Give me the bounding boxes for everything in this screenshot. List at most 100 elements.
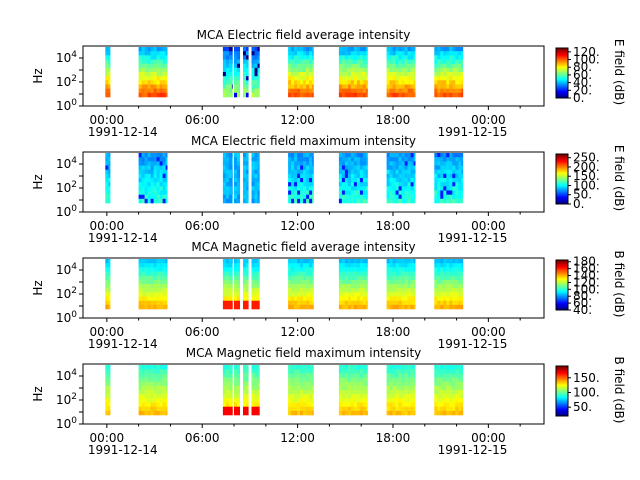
heatmap-cell [222, 259, 227, 264]
heatmap-cell [434, 72, 438, 77]
heatmap-cell [153, 63, 157, 69]
heatmap-cell [446, 186, 450, 191]
heatmap-cell [254, 51, 258, 56]
heatmap-cell [303, 267, 307, 272]
heatmap-cell [165, 296, 168, 301]
heatmap-cell [407, 182, 411, 187]
colorbar-tick-label: 200. [573, 160, 600, 174]
heatmap-cell [254, 394, 258, 399]
heatmap-cell [356, 178, 361, 183]
colorbar-step [556, 298, 568, 301]
heatmap-cell [150, 381, 154, 387]
heatmap-cell [225, 182, 230, 187]
heatmap-cell [446, 84, 450, 89]
heatmap-cell [410, 47, 414, 52]
heatmap-cell [246, 186, 249, 191]
heatmap-cell [458, 279, 462, 285]
heatmap-cell [162, 161, 166, 166]
heatmap-cell [389, 72, 393, 77]
heatmap-cell [300, 279, 304, 285]
heatmap-cell [222, 377, 227, 382]
heatmap-cell [240, 173, 244, 179]
heatmap-cell [288, 365, 292, 370]
heatmap-cell [341, 402, 346, 407]
heatmap-cell [365, 88, 368, 94]
heatmap-cell [108, 190, 111, 195]
heatmap-cell [362, 398, 367, 403]
heatmap-cell [297, 296, 301, 301]
heatmap-cell [389, 373, 393, 378]
heatmap-cell [350, 173, 355, 179]
heatmap-cell [392, 59, 396, 64]
heatmap-cell [297, 51, 301, 56]
heatmap-cell [303, 284, 307, 289]
heatmap-cell [392, 80, 396, 85]
heatmap-cell [309, 198, 313, 204]
heatmap-cell [300, 296, 304, 301]
heatmap-cell [455, 198, 459, 204]
colorbar: 0.50.100.150.200.250. E field (dB) [555, 145, 626, 211]
heatmap-cell [303, 300, 307, 306]
heatmap-cell [407, 67, 411, 73]
heatmap-cell [398, 373, 402, 378]
heatmap-cell [392, 92, 396, 98]
heatmap-cell [404, 365, 408, 370]
heatmap-cell [356, 173, 361, 179]
heatmap-cell [159, 279, 163, 285]
heatmap-cell [291, 92, 295, 98]
heatmap-cell [162, 369, 166, 374]
heatmap-cell [254, 275, 258, 281]
heatmap-cell [446, 67, 450, 73]
heatmap-cell [234, 279, 238, 285]
heatmap-cell [344, 157, 349, 162]
heatmap-cell [389, 190, 393, 195]
heatmap-cell [449, 92, 453, 98]
heatmap-cell [162, 263, 166, 268]
heatmap-cell [449, 55, 453, 60]
heatmap-cell [440, 47, 444, 52]
heatmap-cell [165, 72, 168, 77]
heatmap-cell [443, 59, 447, 64]
heatmap-cell [386, 377, 390, 382]
heatmap-cell [222, 381, 227, 387]
heatmap-cell [449, 296, 453, 301]
heatmap-cell [389, 88, 393, 94]
heatmap-cell [449, 385, 453, 391]
heatmap-cell [452, 381, 456, 387]
heatmap-cell [303, 84, 307, 89]
heatmap-cell [398, 55, 402, 60]
heatmap-cell [240, 263, 244, 268]
colorbar-step [556, 302, 568, 305]
heatmap-cell [452, 178, 456, 183]
heatmap-cell [395, 173, 399, 179]
heatmap-cell [108, 76, 111, 81]
heatmap-cell [344, 365, 349, 370]
heatmap-cell [407, 84, 411, 89]
heatmap-cell [254, 182, 258, 187]
heatmap-cell [398, 198, 402, 204]
heatmap-cell [404, 80, 408, 85]
heatmap-cell [147, 80, 151, 85]
heatmap-cell [344, 194, 349, 200]
heatmap-cell [437, 92, 441, 98]
heatmap-cell [162, 153, 166, 158]
heatmap-cell [231, 365, 233, 370]
heatmap-cell [162, 186, 166, 191]
heatmap-cell [341, 304, 346, 310]
heatmap-cell [303, 288, 307, 293]
colorbar-step [556, 79, 568, 81]
heatmap-cell [240, 398, 244, 403]
heatmap-cell [365, 186, 368, 191]
heatmap-cell [222, 385, 227, 391]
heatmap-cell [458, 263, 462, 268]
heatmap-cell [294, 169, 298, 175]
heatmap-cell [162, 51, 166, 56]
heatmap-cell [347, 275, 352, 281]
heatmap-cell [350, 157, 355, 162]
heatmap-cell [251, 406, 255, 412]
heatmap-cell [350, 194, 355, 200]
heatmap-cell [398, 80, 402, 85]
heatmap-cell [231, 369, 233, 374]
heatmap-cell [240, 300, 244, 306]
colorbar-tick-label: 100. [573, 282, 600, 296]
